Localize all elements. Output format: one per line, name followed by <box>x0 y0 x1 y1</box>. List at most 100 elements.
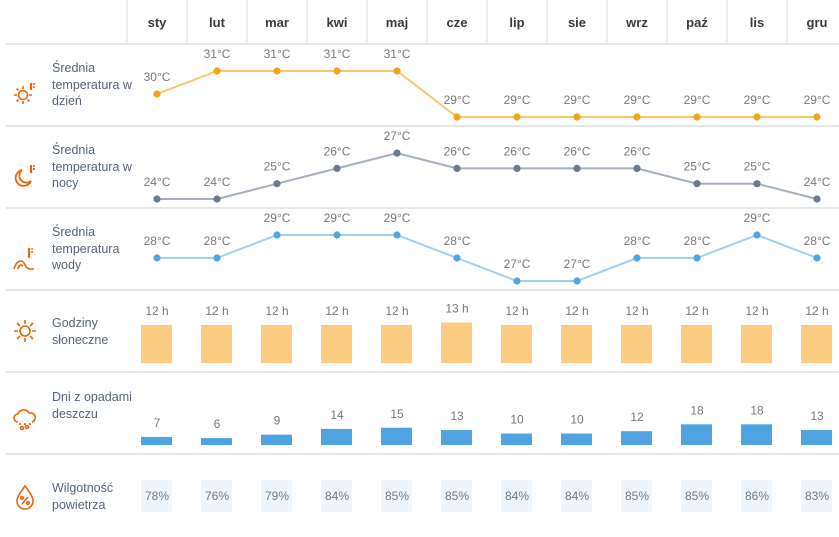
day_temp-value-label: 29°C <box>564 93 591 107</box>
day_temp-value-label: 31°C <box>384 47 411 61</box>
water_temp-value-label: 28°C <box>684 234 711 248</box>
rain-days-bar <box>261 434 292 445</box>
sun-hours-bar <box>801 325 832 363</box>
rain-days-value-label: 18 <box>690 403 704 417</box>
humidity-cell <box>141 480 172 512</box>
water_temp-value-label: 28°C <box>144 234 171 248</box>
water_temp-point <box>153 254 161 262</box>
rain-days-bar <box>321 428 352 445</box>
rain-days-value-label: 12 <box>630 410 644 424</box>
month-header-1: lut <box>186 0 246 44</box>
day_temp-value-label: 31°C <box>324 47 351 61</box>
water_temp-point <box>333 231 341 239</box>
sun-hours-value-label: 12 h <box>625 304 648 318</box>
rain-days-bar <box>201 438 232 445</box>
water_temp-point <box>453 254 461 262</box>
night_temp-point <box>453 164 461 172</box>
night_temp-value-label: 24°C <box>804 175 831 189</box>
night_temp-point <box>573 164 581 172</box>
month-header-11: gru <box>786 0 839 44</box>
night_temp-point <box>813 195 821 203</box>
water_temp-point <box>753 231 761 239</box>
sun-hours-value-label: 12 h <box>325 304 348 318</box>
night_temp-value-label: 26°C <box>564 144 591 158</box>
divider <box>6 289 839 291</box>
month-header-6: lip <box>486 0 546 44</box>
rain-days-value-label: 7 <box>154 416 161 430</box>
sun-hours-value-label: 12 h <box>745 304 768 318</box>
humidity-cell <box>321 480 352 512</box>
sun-hours-bar <box>741 325 772 363</box>
row-label-night-temp: Średnia temperatura w nocy <box>52 143 132 190</box>
night_temp-point <box>393 149 401 157</box>
humidity-cell <box>261 480 292 512</box>
sun-hours-bar <box>381 325 412 363</box>
night_temp-point <box>333 164 341 172</box>
night_temp-point <box>273 180 281 188</box>
sun-hours-value-label: 13 h <box>445 302 468 316</box>
rain-days-value-label: 14 <box>330 408 344 422</box>
water_temp-value-label: 29°C <box>744 211 771 225</box>
water_temp-value-label: 28°C <box>624 234 651 248</box>
humidity-value-label: 78% <box>145 489 169 503</box>
month-header-5: cze <box>426 0 486 44</box>
sun-hours-value-label: 12 h <box>805 304 828 318</box>
humidity-value-label: 85% <box>685 489 709 503</box>
month-header-3: kwi <box>306 0 366 44</box>
water_temp-line <box>157 233 818 282</box>
sun-hours-value-label: 12 h <box>685 304 708 318</box>
night_temp-point <box>213 195 221 203</box>
night_temp-point <box>153 195 161 203</box>
water_temp-value-label: 27°C <box>564 257 591 271</box>
month-header-7: sie <box>546 0 606 44</box>
month-header-0: sty <box>126 0 186 44</box>
water_temp-point <box>213 254 221 262</box>
day_temp-value-label: 29°C <box>504 93 531 107</box>
divider <box>6 207 839 209</box>
sun-hours-bar <box>621 325 652 363</box>
row-label-humidity: Wilgotność powietrza <box>52 481 114 512</box>
humidity-cell <box>801 480 832 512</box>
row-label-day-temp: Średnia temperatura w dzień <box>52 61 132 108</box>
water_temp-point <box>633 254 641 262</box>
day_temp-point <box>633 113 641 121</box>
day_temp-value-label: 29°C <box>624 93 651 107</box>
humidity-value-label: 76% <box>205 489 229 503</box>
day_temp-point <box>453 113 461 121</box>
sun-hours-value-label: 12 h <box>565 304 588 318</box>
day_temp-point <box>573 113 581 121</box>
water_temp-value-label: 28°C <box>444 234 471 248</box>
night_temp-value-label: 25°C <box>264 160 291 174</box>
water_temp-value-label: 29°C <box>324 211 351 225</box>
month-header-10: lis <box>726 0 786 44</box>
rain-days-value-label: 10 <box>510 413 524 427</box>
water_temp-value-label: 29°C <box>264 211 291 225</box>
humidity-value-label: 85% <box>445 489 469 503</box>
night_temp-value-label: 26°C <box>504 144 531 158</box>
day_temp-value-label: 30°C <box>144 70 171 84</box>
water_temp-point <box>393 231 401 239</box>
night_temp-value-label: 25°C <box>684 160 711 174</box>
sun-hours-bar <box>501 325 532 363</box>
sun-hours-bar <box>681 325 712 363</box>
humidity-value-label: 86% <box>745 489 769 503</box>
night_temp-point <box>693 180 701 188</box>
moon-thermometer-icon <box>14 165 35 187</box>
night_temp-line <box>157 152 818 200</box>
rain-days-bar <box>681 424 712 445</box>
water_temp-point <box>573 277 581 285</box>
sun-hours-bar <box>441 322 472 363</box>
water_temp-value-label: 28°C <box>204 234 231 248</box>
day_temp-line <box>156 70 817 118</box>
sun-hours-bar <box>561 325 592 363</box>
humidity-value-label: 84% <box>325 489 349 503</box>
sun-hours-value-label: 12 h <box>265 304 288 318</box>
humidity-value-label: 85% <box>625 489 649 503</box>
day_temp-point <box>153 90 161 98</box>
rain-days-bar <box>441 430 472 445</box>
rain-days-value-label: 13 <box>810 409 824 423</box>
humidity-value-label: 84% <box>565 489 589 503</box>
night_temp-point <box>753 180 761 188</box>
humidity-cell <box>621 480 652 512</box>
